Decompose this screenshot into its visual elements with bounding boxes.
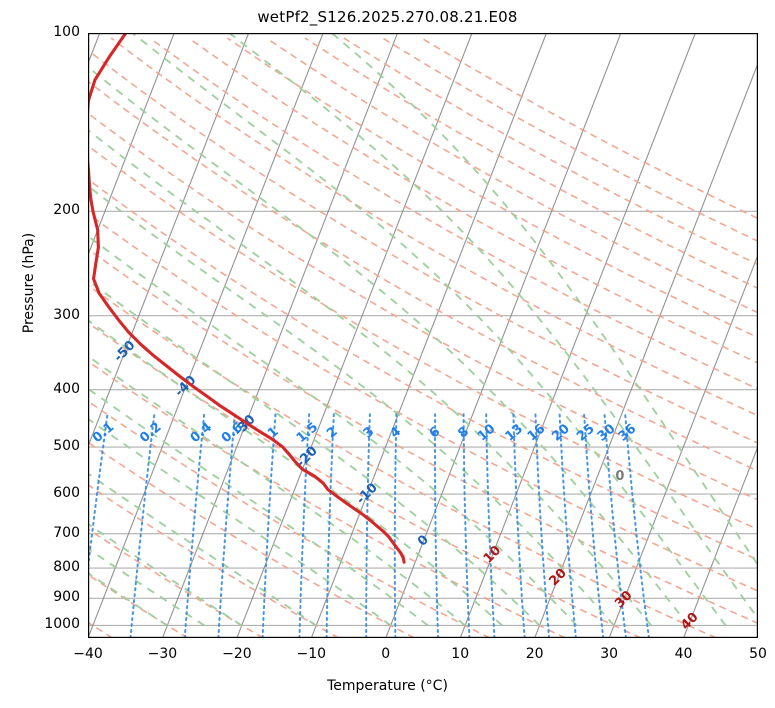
x-tick-label: −20	[222, 646, 252, 662]
y-tick-label: 500	[53, 438, 80, 455]
y-tick-label: 800	[53, 559, 80, 576]
y-tick-label: 200	[53, 202, 80, 219]
x-axis-label: Temperature (°C)	[327, 678, 448, 694]
plot-area: -50 -40 -30 -20 -10 0 10 20 30 40 0.1 0.2 0.4 0.6 1 1.5…	[88, 33, 758, 638]
x-tick-label: 10	[451, 646, 470, 662]
x-tick-label: 50	[749, 646, 767, 662]
temperature-profile-line	[88, 33, 406, 564]
y-tick-label: 400	[53, 380, 80, 397]
x-tick-label: 0	[381, 646, 391, 662]
x-tick-label: 20	[525, 646, 544, 662]
y-tick-label: 100	[53, 24, 80, 40]
x-tick-label: −10	[296, 646, 327, 662]
y-tick-label: 600	[53, 485, 80, 501]
x-tick-label: 40	[674, 646, 693, 662]
x-tick-label: −40	[73, 646, 103, 662]
y-tick-label: 900	[53, 589, 80, 606]
x-tick-label: −30	[147, 646, 178, 662]
y-tick-label: 700	[53, 524, 80, 541]
chart-title: wetPf2_S126.2025.270.08.21.E08	[257, 8, 518, 26]
y-tick-label: 300	[53, 306, 80, 323]
x-tick-label: 30	[600, 646, 619, 662]
zero-marker-label: 0	[615, 469, 624, 484]
y-tick-label: 1000	[44, 616, 80, 633]
